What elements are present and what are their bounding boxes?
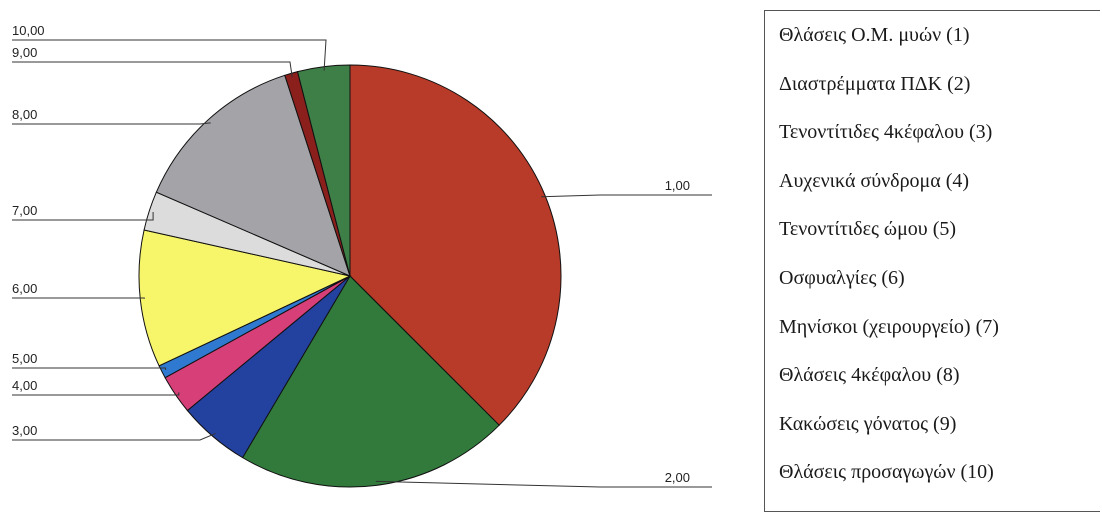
pie-slice-8 <box>155 74 351 277</box>
legend-item-6: Οσφυαλγίες (6) <box>779 266 905 289</box>
leader-line-1 <box>541 194 712 198</box>
slice-labels: 1,00 2,00 3,00 4,00 5,00 6,00 7,00 8,00 9,00 10,0… <box>12 23 690 485</box>
leader-line-8 <box>12 122 211 125</box>
pie-slice-10 <box>296 64 351 277</box>
pie-slice-1 <box>349 64 562 426</box>
pie-chart: 1,00 2,00 3,00 4,00 5,00 6,00 7,00 8,00 9,00 10,0… <box>12 23 712 488</box>
leader-line-5 <box>12 367 167 370</box>
pie-slices <box>138 64 562 488</box>
leader-line-9 <box>12 61 293 78</box>
slice-label-4: 4,00 <box>12 378 37 393</box>
pie-slice-2 <box>241 275 500 488</box>
slice-label-1: 1,00 <box>665 178 690 193</box>
legend-item-2: Διαστρέμματα ΠΔΚ (2) <box>779 72 971 95</box>
leader-line-6 <box>12 297 145 299</box>
leader-line-4 <box>12 392 180 396</box>
legend-item-9: Κακώσεις γόνατος (9) <box>779 412 957 435</box>
leader-line-7 <box>12 212 154 221</box>
slice-label-6: 6,00 <box>12 281 37 296</box>
legend-item-8: Θλάσεις 4κέφαλου (8) <box>779 364 960 387</box>
pie-slice-6 <box>138 229 352 367</box>
legend-item-10: Θλάσεις προσαγωγών (10) <box>779 461 994 484</box>
slice-label-10: 10,00 <box>12 23 45 38</box>
slice-label-9: 9,00 <box>12 45 37 60</box>
leader-line-2 <box>375 480 712 488</box>
leader-line-3 <box>12 432 216 441</box>
legend-item-7: Μηνίσκοι (χειρουργείο) (7) <box>779 315 999 338</box>
leader-line-10 <box>12 39 327 71</box>
slice-label-2: 2,00 <box>665 470 690 485</box>
legend: Θλάσεις Ο.Μ. μυών (1) Διαστρέμματα ΠΔΚ (2… <box>764 10 1100 512</box>
legend-item-4: Αυχενικά σύνδρομα (4) <box>779 169 970 192</box>
legend-item-3: Τενοντίτιδες 4κέφαλου (3) <box>779 121 993 144</box>
leader-lines <box>12 39 712 488</box>
slice-label-3: 3,00 <box>12 423 37 438</box>
legend-item-5: Τενοντίτιδες ώμου (5) <box>779 218 957 241</box>
slice-label-7: 7,00 <box>12 203 37 218</box>
slice-label-5: 5,00 <box>12 351 37 366</box>
slice-label-8: 8,00 <box>12 107 37 122</box>
legend-item-1: Θλάσεις Ο.Μ. μυών (1) <box>779 24 970 46</box>
